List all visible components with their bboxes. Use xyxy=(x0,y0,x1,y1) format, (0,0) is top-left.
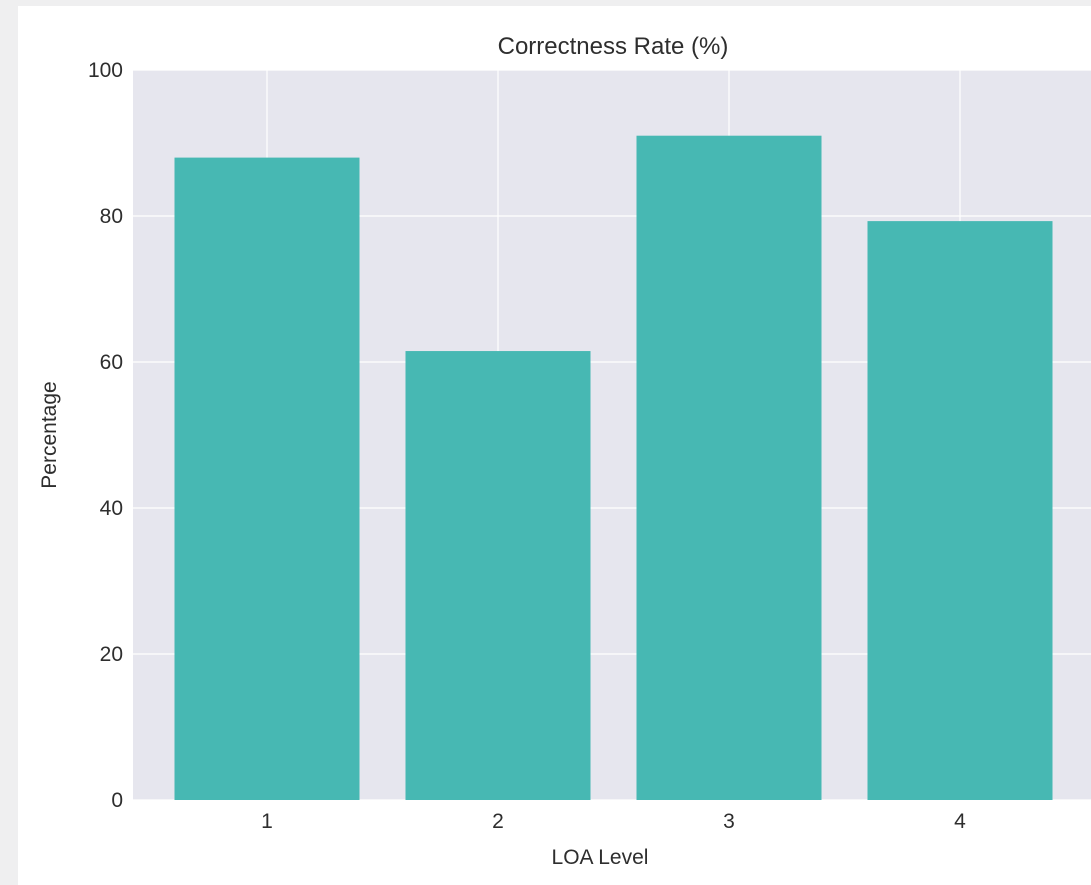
y-tick-label: 80 xyxy=(100,205,123,228)
x-axis-label: LOA Level xyxy=(552,846,649,869)
y-tick-label: 40 xyxy=(100,497,123,520)
bar-3 xyxy=(636,135,822,800)
bar-chart: 0 20 40 60 80 100 1 2 3 4 Correctness Rate (%) L… xyxy=(38,33,1091,869)
y-tick-label: 0 xyxy=(111,789,123,812)
x-tick-labels: 1 2 3 4 xyxy=(261,810,966,833)
x-tick-label: 2 xyxy=(492,810,504,833)
bars xyxy=(174,135,1053,801)
bar-1 xyxy=(174,157,360,801)
x-tick-label: 3 xyxy=(723,810,735,833)
y-tick-labels: 0 20 40 60 80 100 xyxy=(88,59,123,812)
chart-title: Correctness Rate (%) xyxy=(498,33,729,60)
y-tick-label: 20 xyxy=(100,643,123,666)
chart-figure: 0 20 40 60 80 100 1 2 3 4 Correctness Rate (%) L… xyxy=(18,6,1091,885)
bar-4 xyxy=(867,221,1053,801)
y-tick-label: 100 xyxy=(88,59,123,82)
x-tick-label: 1 xyxy=(261,810,273,833)
bar-2 xyxy=(405,351,591,800)
y-axis-label: Percentage xyxy=(38,381,61,488)
x-tick-label: 4 xyxy=(954,810,966,833)
y-tick-label: 60 xyxy=(100,351,123,374)
